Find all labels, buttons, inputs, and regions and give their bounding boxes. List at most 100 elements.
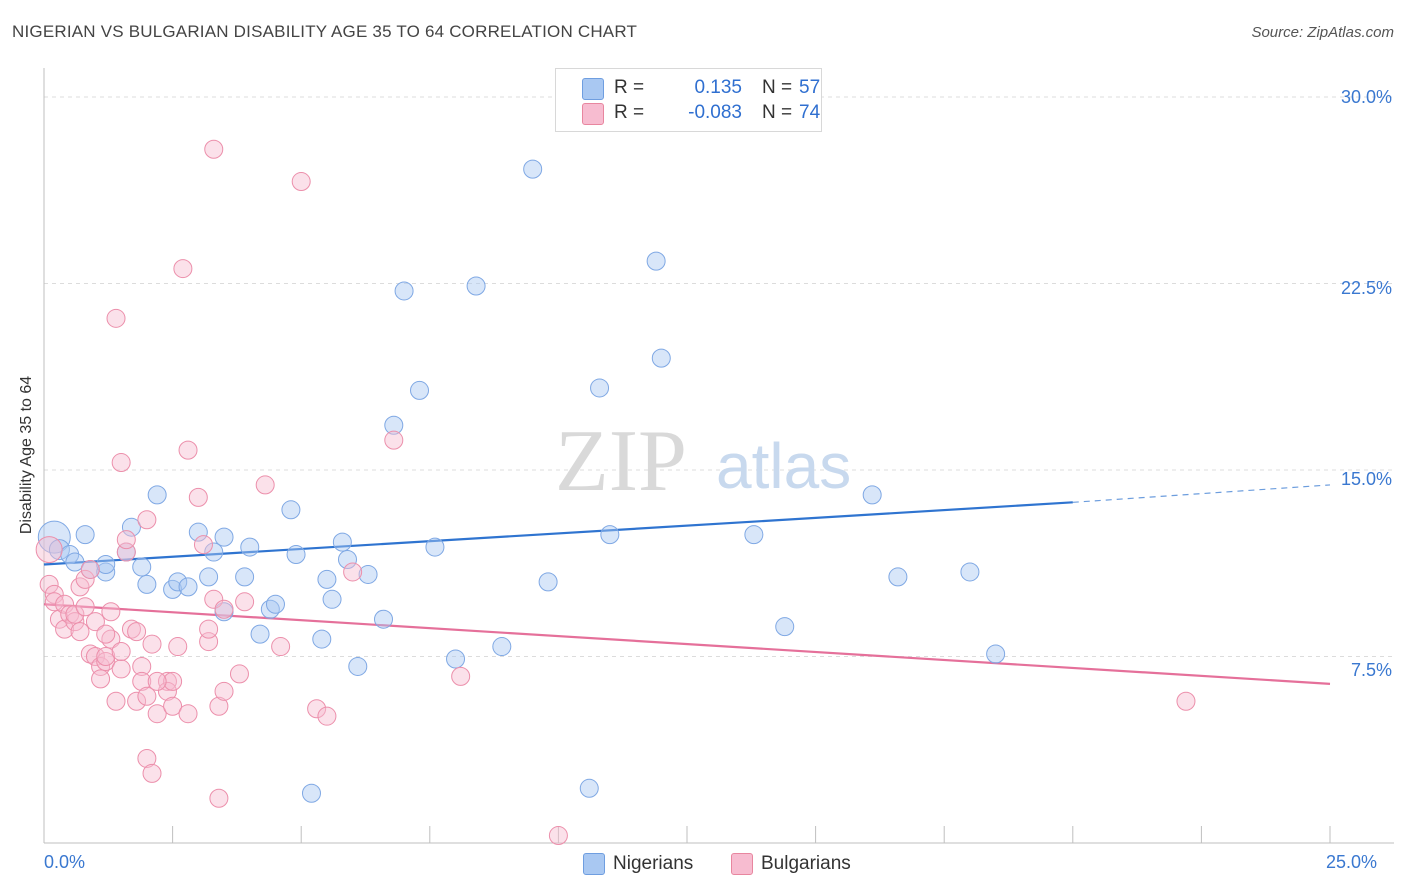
bulgarians-point — [343, 562, 363, 582]
bulgarians-point — [127, 691, 147, 711]
nigerians-point — [96, 562, 116, 582]
bulgarians-point — [44, 584, 64, 604]
bulgarians-point — [35, 536, 63, 564]
bulgarians-point — [147, 704, 167, 724]
bulgarians-point — [142, 763, 162, 783]
nigerians-point — [265, 594, 285, 614]
n-label: N = — [762, 77, 793, 98]
bulgarians-point — [178, 440, 198, 460]
bulgarians-point — [70, 622, 90, 642]
nigerians-point — [446, 649, 466, 669]
bulgarians-point — [204, 589, 224, 609]
nigerians-point — [250, 624, 270, 644]
legend-label-nigerians: Nigerians — [613, 853, 694, 874]
bulgarians-point — [214, 681, 234, 701]
n-label: N = — [762, 102, 793, 123]
nigerians-point — [410, 380, 430, 400]
nigerians-point — [337, 550, 357, 570]
chart-title: NIGERIAN VS BULGARIAN DISABILITY AGE 35 … — [12, 22, 638, 41]
bulgarians-point — [75, 597, 95, 617]
nigerians-point — [312, 629, 332, 649]
bulgarians-point — [116, 530, 136, 550]
n-value-bulgarians: 74 — [799, 102, 821, 123]
bulgarians-point — [188, 487, 208, 507]
bulgarians-point — [111, 642, 131, 662]
nigerians-point — [75, 525, 95, 545]
nigerians-point — [538, 572, 558, 592]
nigerians-point — [862, 485, 882, 505]
bulgarians-point — [317, 706, 337, 726]
correlation-legend: R = 0.135 N = 57 R = -0.083 N = 74 — [555, 68, 822, 132]
bulgarians-point — [80, 644, 100, 664]
nigerians-point — [646, 251, 666, 271]
bulgarians-point — [178, 704, 198, 724]
bulgarians-point — [96, 647, 116, 666]
nigerians-point — [394, 281, 414, 301]
bulgarians-point — [142, 634, 162, 654]
bulgarians-point — [157, 681, 177, 701]
bulgarians-point — [307, 699, 327, 719]
nigerians-point — [986, 644, 1006, 664]
nigerians-point — [332, 532, 352, 552]
bulgarians-point — [214, 599, 234, 619]
bulgarians-point — [163, 671, 183, 691]
bulgarians-point — [96, 651, 116, 671]
nigerians-point — [301, 783, 321, 803]
nigerians-point — [286, 545, 306, 565]
bulgarians-point — [193, 535, 213, 555]
y-tick-label-7-5: 7.5% — [1350, 660, 1392, 680]
bulgarians-point — [137, 748, 157, 768]
nigerians-point — [121, 517, 141, 537]
bulgarians-point — [157, 671, 177, 691]
nigerians-point — [322, 589, 342, 609]
nigerians-point — [348, 656, 368, 676]
bulgarians-point — [106, 691, 126, 711]
bulgarians-point — [163, 696, 183, 716]
bulgarians-point — [91, 669, 111, 689]
bulgarians-point — [137, 686, 157, 706]
bulgarians-point — [384, 430, 404, 450]
nigerians-point — [235, 567, 255, 587]
nigerians-point — [374, 609, 394, 629]
bulgarians-point — [451, 666, 471, 686]
bulgarians-point — [85, 612, 105, 632]
nigerians-point — [579, 778, 599, 798]
bulgarians-point — [132, 671, 152, 691]
nigerians-point — [600, 525, 620, 545]
bulgarians-point — [65, 604, 85, 624]
bulgarians-point — [199, 619, 219, 639]
bulgarians-point — [548, 826, 568, 846]
bulgarians-point — [209, 788, 229, 808]
nigerians-point — [65, 552, 85, 572]
bulgarians-point — [235, 592, 255, 612]
nigerians-point — [358, 564, 378, 584]
n-value-nigerians: 57 — [799, 77, 821, 98]
bulgarians-swatch — [582, 103, 604, 125]
bulgarians-point — [1176, 691, 1196, 711]
bulgarians-point — [101, 602, 121, 622]
y-tick-label-30: 30.0% — [1340, 87, 1392, 107]
nigerians-trend-line — [43, 501, 1073, 566]
watermark-atlas: atlas — [716, 430, 851, 502]
r-label: R = — [614, 77, 645, 98]
y-tick-label-22-5: 22.5% — [1340, 278, 1392, 298]
nigerians-point — [188, 522, 208, 542]
bulgarians-point — [96, 624, 116, 644]
nigerians-point — [204, 542, 224, 562]
bulgarians-point — [55, 619, 75, 639]
bulgarians-point — [75, 569, 95, 589]
bulgarians-point — [39, 574, 59, 594]
nigerians-point — [492, 637, 512, 657]
bulgarians-point — [137, 510, 157, 530]
nigerians-swatch — [582, 78, 604, 100]
nigerians-point — [744, 525, 764, 545]
nigerians-point — [199, 567, 219, 587]
bulgarians-point — [65, 612, 85, 632]
nigerians-point — [48, 539, 70, 561]
y-tick-label-15: 15.0% — [1340, 469, 1392, 489]
x-tick-label-min: 0.0% — [44, 852, 86, 872]
bulgarians-point — [209, 696, 229, 716]
nigerians-point — [147, 485, 167, 505]
nigerians-point — [214, 527, 234, 547]
